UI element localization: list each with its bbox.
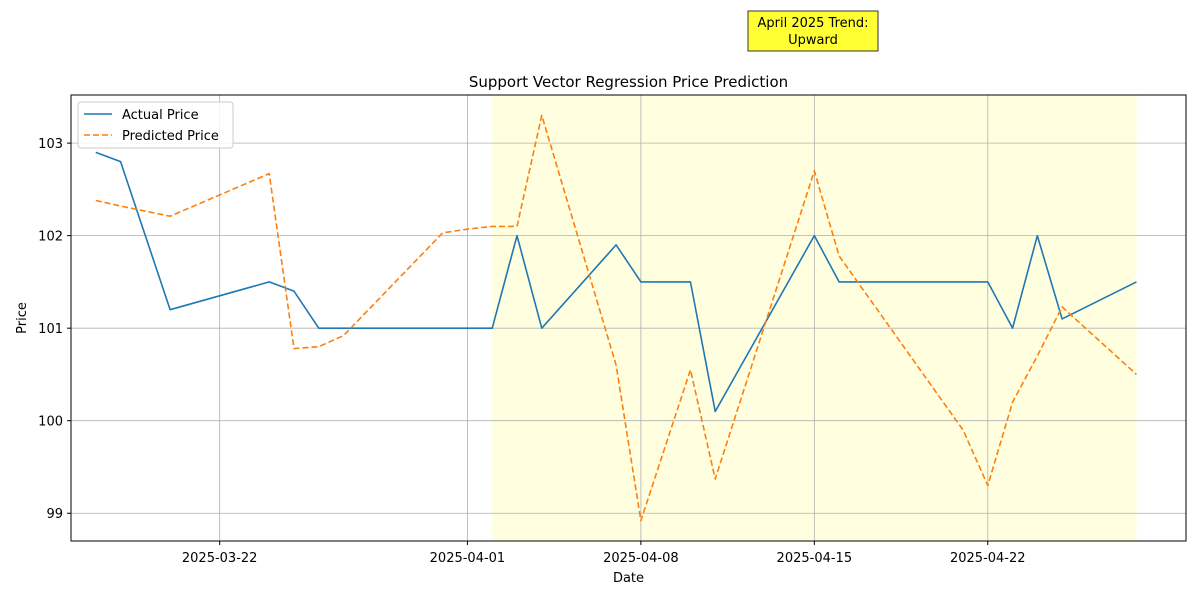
x-tick-label-0: 2025-03-22 [182,551,258,566]
y-axis-label: Price [15,302,30,334]
series-layer [95,114,1137,522]
trend-annotation-line-2: Upward [788,33,838,48]
y-tick-label-4: 103 [38,137,63,152]
x-tick-label-4: 2025-04-22 [950,551,1026,566]
y-tick-label-0: 99 [46,507,63,522]
tick-layer: 2025-03-22 2025-04-01 2025-04-08 2025-04-15… [38,137,1025,566]
plot-frame [70,94,1187,542]
y-tick-label-3: 102 [38,230,63,245]
x-tick-label-1: 2025-04-01 [430,551,506,566]
legend-box [77,101,234,149]
legend-label-actual: Actual Price [122,108,199,123]
legend: Actual Price Predicted Price [77,101,234,149]
x-axis-label: Date [613,571,644,586]
y-tick-label-2: 101 [38,322,63,337]
trend-annotation-box [747,10,879,52]
series-line-actual-price [95,151,1137,413]
chart-title: Support Vector Regression Price Predicti… [469,73,788,91]
series-line-predicted-price [95,114,1137,522]
legend-label-predicted: Predicted Price [122,129,219,144]
y-tick-label-1: 100 [38,415,63,430]
x-tick-label-3: 2025-04-15 [777,551,853,566]
x-tick-label-2: 2025-04-08 [603,551,679,566]
trend-annotation: April 2025 Trend: Upward [747,10,879,52]
grid-layer [71,95,1186,541]
trend-annotation-line-1: April 2025 Trend: [757,16,868,31]
